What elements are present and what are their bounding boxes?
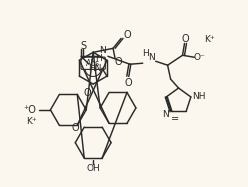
Text: O: O — [124, 78, 132, 88]
Text: N: N — [148, 53, 155, 62]
Text: O: O — [182, 34, 189, 44]
Text: H: H — [142, 49, 149, 58]
Text: O: O — [83, 88, 91, 98]
FancyBboxPatch shape — [81, 57, 105, 69]
Text: K⁺: K⁺ — [27, 117, 37, 126]
Text: ⁺O: ⁺O — [24, 105, 36, 115]
Text: H: H — [96, 54, 102, 63]
Text: O: O — [123, 30, 131, 40]
Text: NH: NH — [192, 92, 206, 102]
Text: HN: HN — [88, 64, 102, 73]
Text: O: O — [114, 57, 122, 67]
Text: S: S — [80, 41, 86, 51]
Text: O: O — [72, 123, 80, 133]
Text: N: N — [163, 110, 169, 119]
Text: Abs: Abs — [86, 59, 100, 68]
Text: O⁻: O⁻ — [193, 53, 205, 62]
Text: OH: OH — [86, 164, 100, 173]
Text: K⁺: K⁺ — [204, 35, 215, 44]
Text: N: N — [100, 46, 106, 55]
Text: =: = — [171, 114, 179, 124]
